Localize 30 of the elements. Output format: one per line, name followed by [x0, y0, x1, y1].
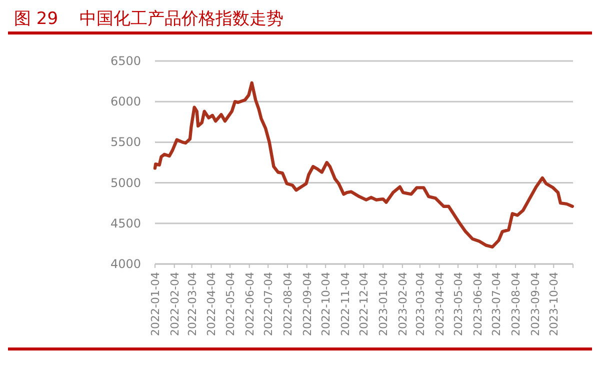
x-tick-label: 2023-03-04: [414, 272, 427, 336]
x-tick-label: 2023-07-04: [490, 272, 504, 336]
y-tick-label: 4500: [110, 216, 141, 230]
x-tick-label: 2023-08-04: [510, 272, 523, 336]
line-series: [153, 81, 574, 249]
x-tick-label: 2022-02-04: [168, 272, 182, 336]
x-tick-label: 2023-09-04: [528, 272, 542, 336]
x-tick-label: 2023-01-04: [377, 272, 390, 336]
x-tick-label: 2022-06-04: [243, 272, 256, 336]
x-tick-label: 2022-11-04: [338, 272, 352, 336]
x-tick-label: 2023-02-04: [396, 272, 410, 336]
x-tick-label: 2022-10-04: [320, 272, 333, 336]
y-tick-label: 4000: [110, 257, 141, 271]
y-tick-label: 6500: [110, 54, 141, 68]
x-tick-label: 2023-10-04: [548, 272, 561, 336]
y-tick-label: 5500: [110, 135, 141, 150]
y-tick-label: 5000: [110, 176, 141, 190]
title: 图 29 中国化工产品价格指数走势: [14, 9, 284, 29]
x-tick-label: 2023-04-04: [433, 272, 446, 336]
x-tick-label: 2023-05-04: [452, 272, 466, 336]
x-tick-label: 2022-12-04: [358, 272, 371, 336]
x-tick-label: 2022-01-04: [149, 272, 162, 336]
x-tick-label: 2022-08-04: [281, 272, 294, 336]
x-tick-label: 2022-03-04: [186, 272, 199, 336]
y-tick-label: 6000: [110, 94, 141, 109]
x-tick-label: 2022-04-04: [205, 272, 218, 336]
x-tick-label: 2022-09-04: [300, 272, 314, 336]
x-tick-label: 2022-05-04: [224, 272, 237, 336]
x-tick-label: 2022-07-04: [262, 272, 276, 336]
x-tick-label: 2023-06-04: [471, 272, 484, 336]
